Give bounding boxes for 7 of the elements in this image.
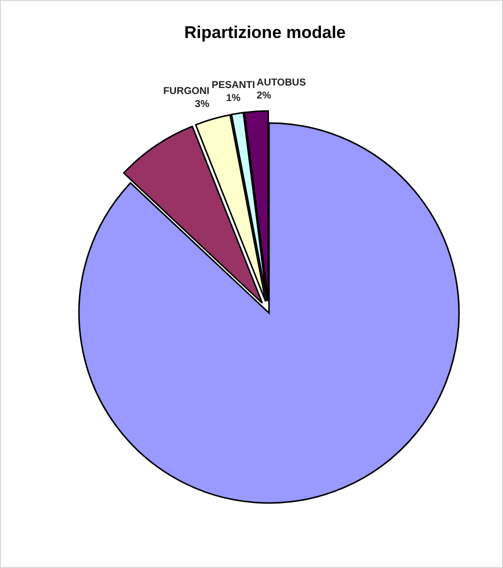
- data-label: 2%: [256, 90, 272, 102]
- slice-label: AUTOBUS: [256, 77, 306, 88]
- slice-label: PESANTI: [212, 80, 256, 91]
- slice-label: FURGONI: [163, 86, 210, 98]
- data-label: 1%: [226, 92, 241, 104]
- data-label: 3%: [194, 99, 210, 110]
- chart-title: Ripartizione modale: [184, 23, 346, 42]
